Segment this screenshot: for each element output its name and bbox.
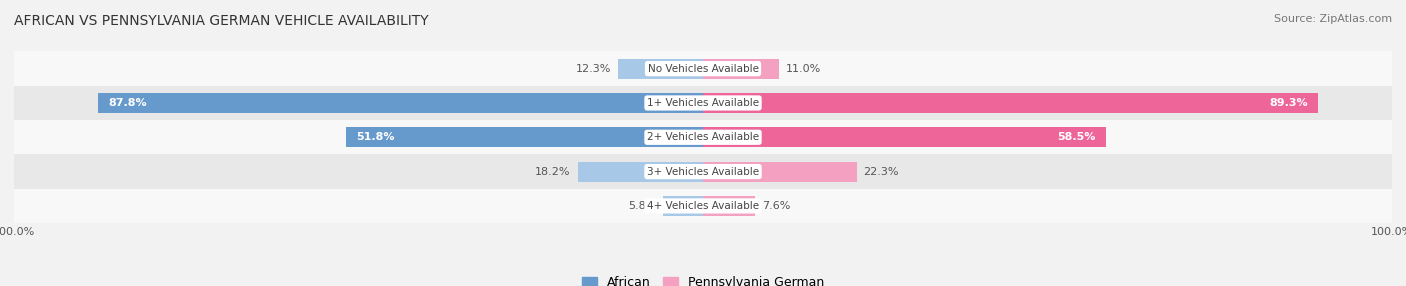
Text: Source: ZipAtlas.com: Source: ZipAtlas.com: [1274, 14, 1392, 24]
Text: 22.3%: 22.3%: [863, 167, 898, 176]
Text: 11.0%: 11.0%: [786, 64, 821, 74]
Text: 12.3%: 12.3%: [576, 64, 612, 74]
Bar: [619, 59, 703, 79]
Text: No Vehicles Available: No Vehicles Available: [648, 64, 758, 74]
Text: 18.2%: 18.2%: [536, 167, 571, 176]
Text: 3+ Vehicles Available: 3+ Vehicles Available: [647, 167, 759, 176]
Text: 89.3%: 89.3%: [1270, 98, 1308, 108]
Bar: [703, 162, 856, 182]
Text: 1+ Vehicles Available: 1+ Vehicles Available: [647, 98, 759, 108]
Bar: [14, 51, 1392, 86]
Bar: [14, 86, 1392, 120]
Bar: [14, 189, 1392, 223]
Bar: [98, 93, 703, 113]
Text: AFRICAN VS PENNSYLVANIA GERMAN VEHICLE AVAILABILITY: AFRICAN VS PENNSYLVANIA GERMAN VEHICLE A…: [14, 14, 429, 28]
Text: 2+ Vehicles Available: 2+ Vehicles Available: [647, 132, 759, 142]
Bar: [703, 196, 755, 216]
Bar: [14, 154, 1392, 189]
Text: 5.8%: 5.8%: [627, 201, 657, 211]
Text: 7.6%: 7.6%: [762, 201, 790, 211]
Bar: [346, 127, 703, 147]
Bar: [578, 162, 703, 182]
Bar: [703, 93, 1319, 113]
Bar: [703, 127, 1107, 147]
Text: 58.5%: 58.5%: [1057, 132, 1095, 142]
Text: 87.8%: 87.8%: [108, 98, 148, 108]
Bar: [703, 59, 779, 79]
Text: 51.8%: 51.8%: [357, 132, 395, 142]
Bar: [14, 120, 1392, 154]
Bar: [664, 196, 703, 216]
Text: 4+ Vehicles Available: 4+ Vehicles Available: [647, 201, 759, 211]
Legend: African, Pennsylvania German: African, Pennsylvania German: [576, 271, 830, 286]
